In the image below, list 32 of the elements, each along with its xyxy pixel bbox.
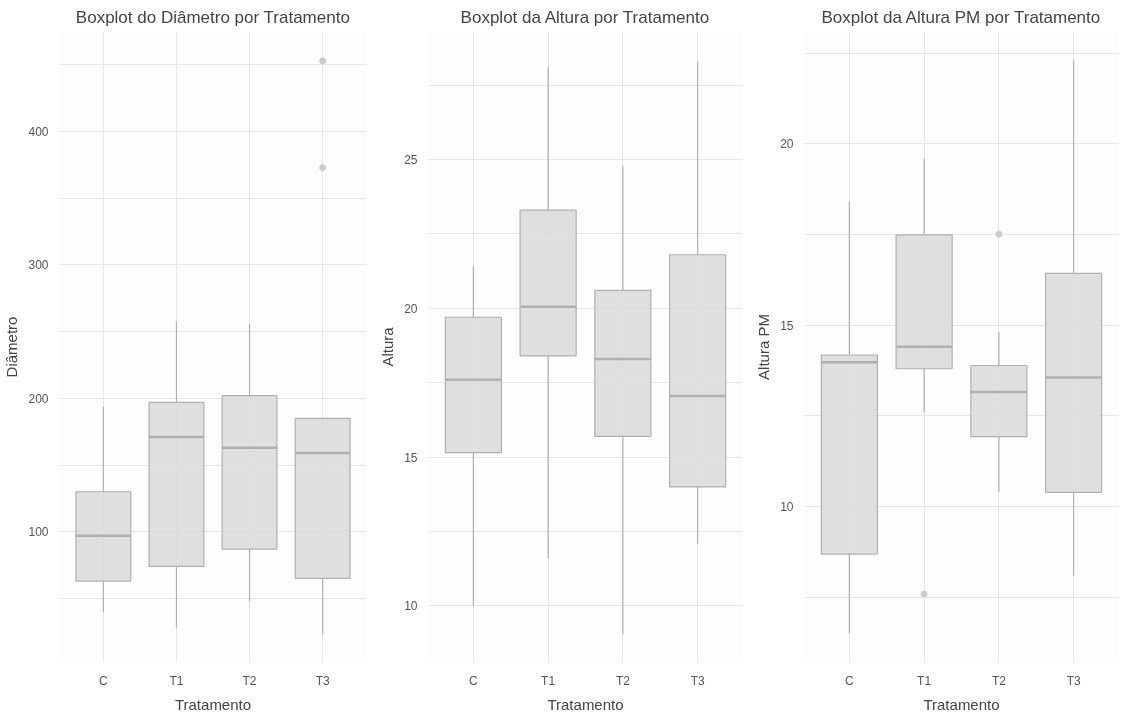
x-tick-label: C	[99, 673, 109, 688]
x-tick-label: T2	[615, 673, 631, 688]
x-tick-label: T1	[541, 673, 556, 688]
x-tick-label: T1	[169, 673, 184, 688]
y-tick-label: 25	[404, 152, 418, 167]
x-axis-title: Tratamento	[547, 695, 624, 713]
y-axis-title: Diâmetro	[3, 316, 21, 378]
chart-title: Boxplot do Diâmetro por Tratamento	[75, 7, 350, 27]
y-tick-label: 10	[780, 500, 794, 515]
y-tick-label: 20	[404, 301, 418, 316]
chart-title: Boxplot da Altura PM por Tratamento	[821, 7, 1101, 27]
y-tick-label: 400	[28, 125, 49, 140]
y-tick-label: 200	[28, 391, 49, 406]
y-tick-label: 10	[404, 599, 418, 614]
y-tick-label: 15	[780, 318, 794, 333]
x-tick-label: T1	[917, 673, 932, 688]
x-axis-title: Tratamento	[174, 695, 252, 713]
x-axis-title: Tratamento	[923, 695, 1000, 713]
y-axis-title: Altura PM	[755, 314, 773, 380]
x-tick-label: T3	[315, 673, 330, 688]
y-tick-label: 15	[404, 450, 418, 465]
x-tick-label: C	[469, 673, 479, 688]
y-tick-label: 100	[28, 525, 49, 540]
x-tick-label: T2	[242, 673, 257, 688]
y-tick-label: 300	[28, 258, 49, 273]
x-tick-label: T3	[690, 673, 705, 688]
x-tick-label: T2	[991, 673, 1007, 688]
chart-title: Boxplot da Altura por Tratamento	[460, 7, 710, 27]
x-tick-label: T3	[1066, 673, 1081, 688]
x-tick-label: C	[845, 673, 855, 688]
y-tick-label: 20	[780, 137, 794, 152]
y-axis-title: Altura	[379, 326, 397, 367]
